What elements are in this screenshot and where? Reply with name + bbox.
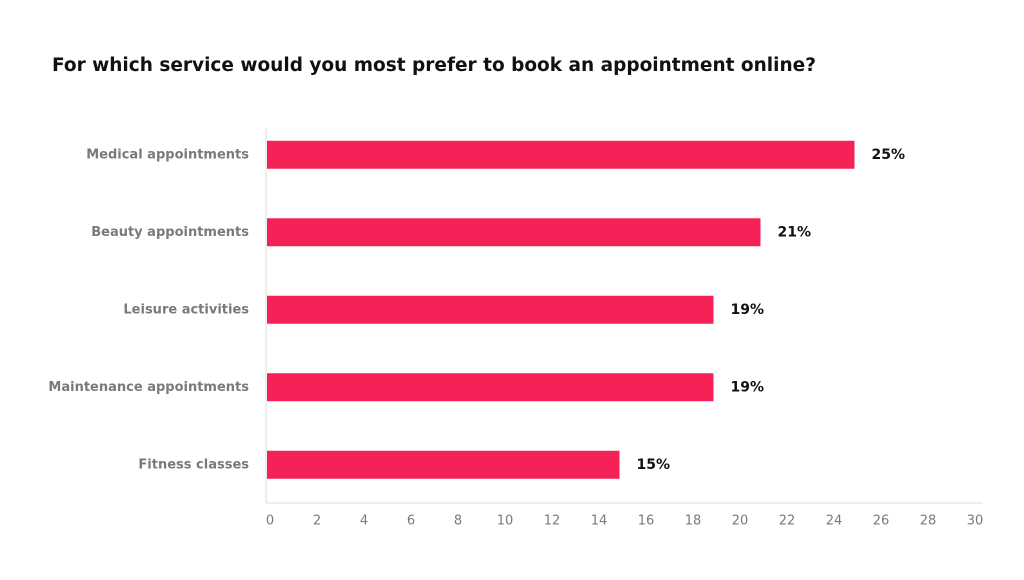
x-tick-label: 8 — [454, 514, 462, 529]
value-label: 19% — [731, 302, 765, 318]
bar — [267, 450, 620, 479]
chart-title: For which service would you most prefer … — [52, 55, 816, 76]
y-tick-label: Beauty appointments — [91, 225, 249, 240]
x-tick-label: 12 — [544, 514, 561, 529]
bar — [267, 218, 761, 247]
x-tick-label: 20 — [732, 514, 749, 529]
x-tick-label: 6 — [407, 514, 415, 529]
value-label: 19% — [731, 379, 765, 395]
y-tick-label: Leisure activities — [123, 302, 249, 317]
y-tick-label: Fitness classes — [138, 457, 249, 472]
bar — [267, 295, 714, 324]
x-tick-label: 22 — [779, 514, 796, 529]
x-tick-label: 14 — [591, 514, 608, 529]
x-tick-label: 18 — [685, 514, 702, 529]
x-tick-label: 24 — [826, 514, 843, 529]
x-tick-label: 0 — [266, 514, 274, 529]
bar — [267, 373, 714, 402]
x-tick-label: 26 — [873, 514, 890, 529]
x-tick-label: 28 — [920, 514, 937, 529]
y-tick-label: Maintenance appointments — [48, 380, 249, 395]
value-label: 15% — [637, 457, 671, 473]
x-tick-label: 10 — [497, 514, 514, 529]
x-tick-label: 2 — [313, 514, 321, 529]
y-tick-label: Medical appointments — [86, 147, 249, 162]
x-tick-label: 30 — [967, 514, 984, 529]
bar — [267, 140, 855, 169]
x-tick-label: 4 — [360, 514, 368, 529]
value-label: 25% — [872, 147, 906, 163]
value-label: 21% — [778, 224, 812, 240]
x-tick-label: 16 — [638, 514, 655, 529]
